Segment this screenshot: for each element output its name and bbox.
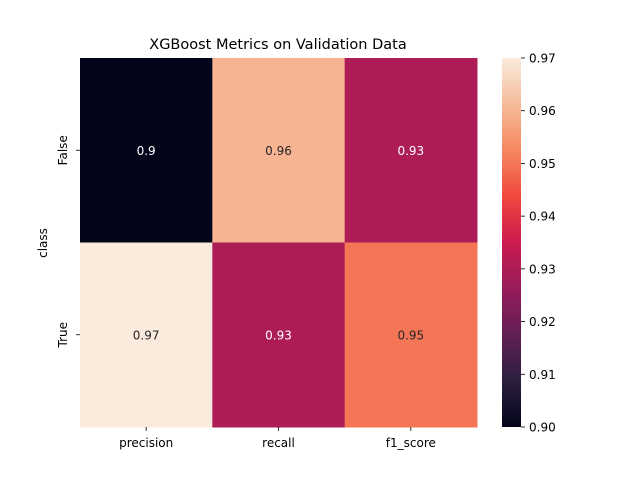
colorbar-tick-label: 0.97 <box>529 52 556 66</box>
heatmap-cells: 0.9 0.96 0.93 0.97 0.93 0.95 <box>80 58 478 428</box>
y-axis-ticks: False True <box>56 135 80 349</box>
x-tick-label: f1_score <box>386 436 436 450</box>
heatmap-cell <box>80 242 213 428</box>
x-tick-label: recall <box>262 436 295 450</box>
colorbar-tick-label: 0.94 <box>529 210 556 224</box>
y-axis-label: class <box>36 228 50 258</box>
heatmap-cell <box>212 242 346 428</box>
heatmap-cell <box>212 58 346 243</box>
y-tick-label: False <box>56 135 70 165</box>
cell-annotation: 0.95 <box>397 328 424 342</box>
cell-annotation: 0.9 <box>137 144 156 158</box>
x-tick-label: precision <box>119 436 173 450</box>
x-axis-ticks: precision recall f1_score <box>119 427 436 450</box>
colorbar-ticks: 0.90 0.91 0.92 0.93 0.94 0.95 0.96 0.97 <box>521 52 556 435</box>
colorbar-tick-label: 0.96 <box>529 104 556 118</box>
cell-annotation: 0.97 <box>133 328 160 342</box>
colorbar-tick-label: 0.91 <box>529 368 556 382</box>
colorbar-tick-label: 0.93 <box>529 262 556 276</box>
colorbar <box>502 58 521 427</box>
chart-title: XGBoost Metrics on Validation Data <box>149 37 406 53</box>
cell-annotation: 0.93 <box>397 144 424 158</box>
cell-annotation: 0.96 <box>265 144 292 158</box>
colorbar-tick-label: 0.92 <box>529 315 556 329</box>
cell-annotation: 0.93 <box>265 328 292 342</box>
colorbar-tick-label: 0.90 <box>529 421 556 435</box>
colorbar-tick-label: 0.95 <box>529 157 556 171</box>
y-tick-label: True <box>56 322 70 349</box>
heatmap-cell <box>344 58 478 243</box>
heatmap-cell <box>344 242 478 428</box>
heatmap-cell <box>80 58 213 243</box>
